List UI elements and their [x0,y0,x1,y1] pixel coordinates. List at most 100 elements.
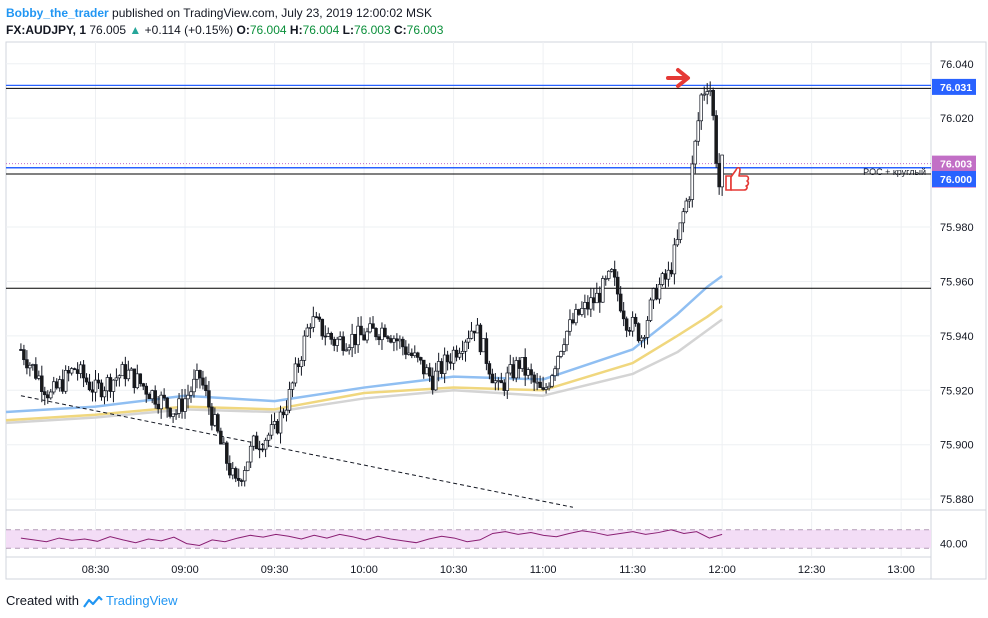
candle-body [404,346,408,355]
candle-body [150,390,154,400]
candle-body [550,375,554,387]
candle-body [445,354,450,363]
price-tick-label: 76.020 [940,113,974,125]
candle-body [135,373,140,389]
price-tick-label: 75.940 [940,331,974,343]
candle-body [99,382,104,398]
candle-body [326,333,331,337]
candle-body [377,336,381,341]
candle-body [699,94,703,122]
candle-body [484,338,489,364]
candle-body [105,377,110,392]
candle-body [657,284,662,300]
candle-body [207,390,211,408]
author-link[interactable]: Bobby_the_trader [6,6,109,20]
candle-body [541,387,545,390]
candle-body [565,330,569,346]
candle-body [353,333,357,346]
candle-body [526,369,530,376]
candle-body [592,297,596,304]
published-text: published on TradingView.com, July 23, 2… [112,6,433,20]
candle-body [493,380,498,384]
created-with-text: Created with [6,593,79,608]
candle-body [598,292,602,303]
candle-body [717,163,721,188]
candle-body [601,278,605,303]
candle-body [410,352,414,357]
candle-body [329,333,333,340]
price-tick-label: 75.980 [940,222,974,234]
candle-body [344,349,348,352]
horizontal-levels[interactable] [6,84,931,289]
candle-body [311,316,316,328]
symbol-legend: FX:AUDJPY, 1 76.005 ▲ +0.114 (+0.15%) O:… [6,22,443,39]
candle-body [51,381,56,393]
candle-body [454,349,459,358]
time-tick-label: 10:30 [440,564,468,576]
candle-body [120,364,125,377]
level-label: POC + круглый [863,167,926,177]
candle-body [225,442,229,464]
candle-body [305,327,310,337]
candle-body [502,382,507,391]
candle-body [424,367,429,375]
candle-body [562,344,566,352]
candle-body [278,411,283,434]
candle-body [254,435,259,450]
time-tick-label: 12:00 [708,564,736,576]
price-change: +0.114 (+0.15%) [144,23,234,37]
candle-body [612,269,617,278]
candle-body [517,360,521,369]
candle-body [34,364,38,379]
candle-body [505,372,510,391]
candle-body [159,394,163,410]
candle-body [210,406,214,426]
candle-body [478,324,483,353]
symbol-name[interactable]: FX:AUDJPY, 1 [6,23,87,37]
candle-body [621,310,626,320]
candle-body [25,359,29,369]
candle-body [535,381,539,384]
candle-body [287,389,292,411]
candle-body [451,349,456,364]
price-badge [932,78,976,95]
candle-body [714,115,718,164]
tradingview-brand-link[interactable]: TradingView [106,593,178,608]
candle-body [407,352,411,355]
open-label: O: [236,23,250,37]
candle-body [466,338,471,343]
price-badge-label: 76.031 [940,82,972,94]
candle-body [93,379,98,393]
candle-body [231,468,235,476]
candle-body [460,350,465,354]
candle-body [57,379,62,389]
candle-body [615,276,620,295]
candle-body [604,278,608,280]
candle-body [547,385,551,389]
candle-body [368,323,372,333]
candle-body [314,316,319,319]
candle-body [472,330,477,334]
candle-body [389,338,393,343]
price-tick-label: 75.920 [940,385,974,397]
price-tick-label: 75.880 [940,494,974,506]
candle-body [28,364,32,369]
candle-body [228,463,232,476]
candle-body [87,381,92,391]
publish-info: Bobby_the_trader published on TradingVie… [6,5,432,22]
candle-body [702,93,706,96]
price-axis[interactable]: 76.040 76.020 75.980 75.960 75.940 75.920 75.9… [940,59,974,551]
price-tick-label: 75.900 [940,440,974,452]
change-up-icon: ▲ [129,23,142,37]
candle-body [236,477,241,481]
candle-body [380,327,384,341]
candle-body [595,292,599,304]
candle-body [469,330,474,339]
time-axis[interactable]: 08:30 09:00 09:30 10:00 10:30 11:00 11:30 12:00… [82,564,915,576]
candle-body [126,369,131,380]
candle-body [609,269,614,272]
candle-body [636,323,641,342]
candle-body [216,414,220,432]
